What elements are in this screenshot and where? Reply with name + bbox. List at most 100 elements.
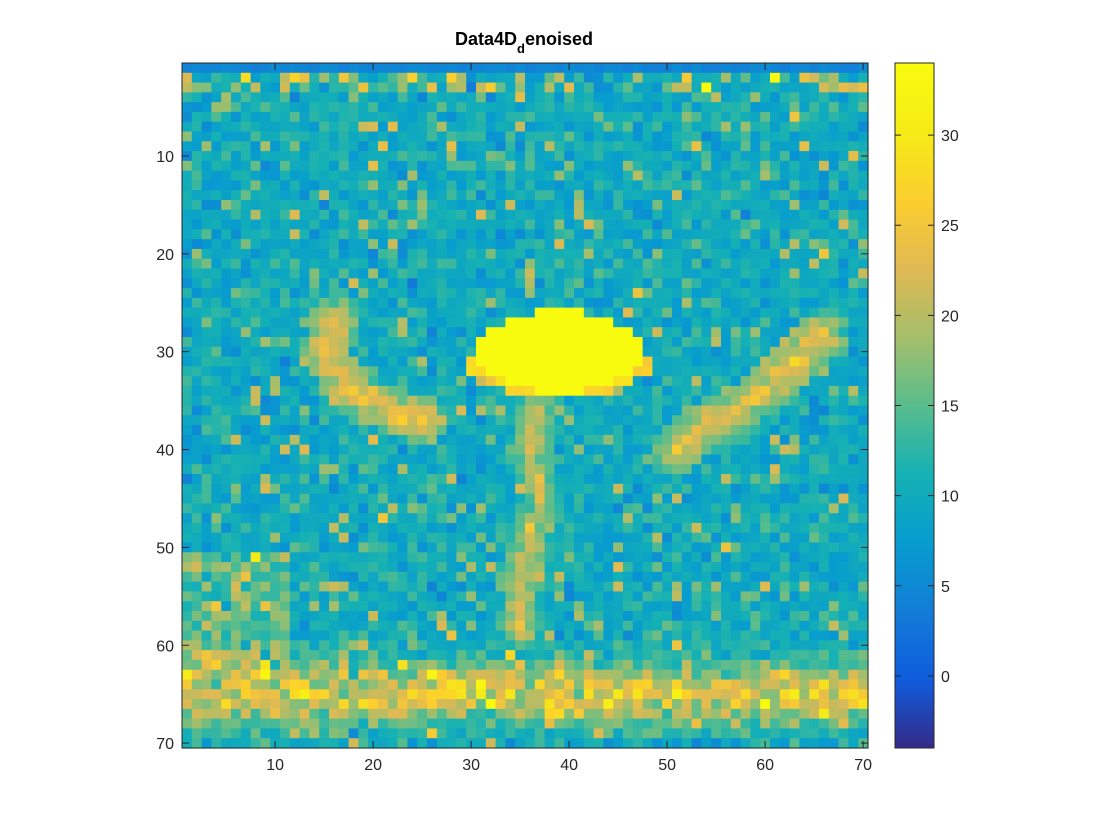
heatmap-cell	[378, 708, 389, 720]
heatmap-cell	[309, 219, 320, 230]
heatmap-cell	[270, 395, 281, 407]
heatmap-cell	[760, 297, 771, 309]
heatmap-cell	[485, 483, 497, 495]
heatmap-cell	[338, 92, 350, 103]
heatmap-cell	[319, 708, 330, 720]
heatmap-cell	[681, 669, 693, 681]
heatmap-cell	[387, 366, 399, 377]
heatmap-cell	[691, 699, 702, 710]
heatmap-cell	[554, 542, 565, 553]
colorbar-tick-label: 30	[941, 128, 959, 145]
heatmap-cell	[182, 601, 193, 612]
heatmap-cell	[378, 131, 389, 142]
heatmap-cell	[505, 376, 516, 387]
heatmap-cell	[691, 679, 702, 690]
heatmap-cell	[642, 151, 653, 162]
heatmap-cell	[525, 307, 536, 319]
heatmap-cell	[613, 601, 624, 612]
heatmap-cell	[368, 248, 379, 260]
heatmap-cell	[691, 170, 702, 182]
heatmap-cell	[632, 307, 644, 319]
heatmap-cell	[623, 200, 634, 211]
heatmap-cell	[211, 669, 222, 681]
heatmap-cell	[182, 474, 193, 485]
heatmap-cell	[280, 200, 291, 211]
heatmap-cell	[329, 278, 340, 289]
heatmap-cell	[446, 102, 457, 113]
heatmap-cell	[809, 337, 820, 348]
heatmap-cell	[427, 611, 438, 622]
heatmap-cell	[201, 425, 212, 436]
heatmap-cell	[789, 141, 800, 152]
heatmap-cell	[534, 63, 546, 74]
heatmap-cell	[642, 659, 653, 671]
heatmap-cell	[603, 278, 614, 289]
heatmap-cell	[329, 72, 340, 84]
heatmap-cell	[436, 190, 448, 201]
heatmap-cell	[652, 679, 663, 690]
heatmap-cell	[593, 522, 604, 534]
heatmap-cell	[201, 102, 212, 113]
heatmap-cell	[368, 434, 379, 446]
heatmap-cell	[554, 239, 565, 250]
heatmap-cell	[623, 209, 634, 221]
heatmap-cell	[828, 620, 840, 632]
heatmap-cell	[711, 307, 722, 319]
heatmap-cell	[319, 366, 330, 377]
heatmap-cell	[525, 297, 536, 309]
heatmap-cell	[525, 72, 536, 84]
heatmap-cell	[201, 63, 212, 74]
heatmap-cell	[662, 718, 673, 730]
heatmap-cell	[799, 229, 810, 240]
heatmap-cell	[191, 659, 203, 671]
heatmap-cell	[672, 268, 683, 279]
heatmap-cell	[613, 356, 624, 367]
heatmap-cell	[280, 278, 291, 289]
heatmap-cell	[260, 425, 271, 436]
heatmap-cell	[701, 562, 712, 573]
heatmap-cell	[681, 699, 693, 710]
heatmap-cell	[407, 434, 418, 446]
heatmap-cell	[211, 405, 222, 416]
heatmap-cell	[760, 170, 771, 182]
heatmap-cell	[672, 728, 683, 739]
heatmap-cell	[221, 728, 232, 739]
heatmap-cell	[662, 601, 673, 612]
heatmap-cell	[319, 493, 330, 504]
heatmap-cell	[240, 415, 252, 426]
heatmap-cell	[770, 522, 781, 534]
heatmap-cell	[701, 278, 712, 289]
heatmap-cell	[387, 669, 399, 681]
heatmap-cell	[476, 454, 487, 465]
heatmap-cell	[231, 415, 242, 426]
heatmap-cell	[476, 640, 487, 651]
heatmap-cell	[299, 317, 310, 328]
heatmap-cell	[329, 415, 340, 426]
heatmap-cell	[583, 72, 595, 84]
heatmap-cell	[525, 542, 536, 553]
heatmap-cell	[789, 317, 800, 328]
heatmap-cell	[515, 601, 526, 612]
heatmap-cell	[613, 209, 624, 221]
heatmap-cell	[525, 434, 536, 446]
heatmap-cell	[427, 522, 438, 534]
heatmap-cell	[623, 346, 634, 358]
heatmap-cell	[750, 454, 761, 465]
heatmap-cell	[662, 92, 673, 103]
heatmap-cell	[505, 679, 516, 690]
heatmap-cell	[348, 170, 359, 182]
heatmap-cell	[583, 92, 595, 103]
heatmap-cell	[378, 640, 389, 651]
heatmap-cell	[515, 474, 526, 485]
heatmap-cell	[338, 434, 350, 446]
heatmap-cell	[721, 493, 732, 504]
heatmap-cell	[652, 92, 663, 103]
heatmap-cell	[858, 160, 869, 172]
heatmap-cell	[280, 209, 291, 221]
heatmap-cell	[770, 503, 781, 514]
heatmap-cell	[466, 111, 477, 123]
heatmap-cell	[485, 297, 497, 309]
heatmap-cell	[740, 522, 751, 534]
heatmap-cell	[544, 385, 555, 397]
heatmap-cell	[770, 650, 781, 661]
